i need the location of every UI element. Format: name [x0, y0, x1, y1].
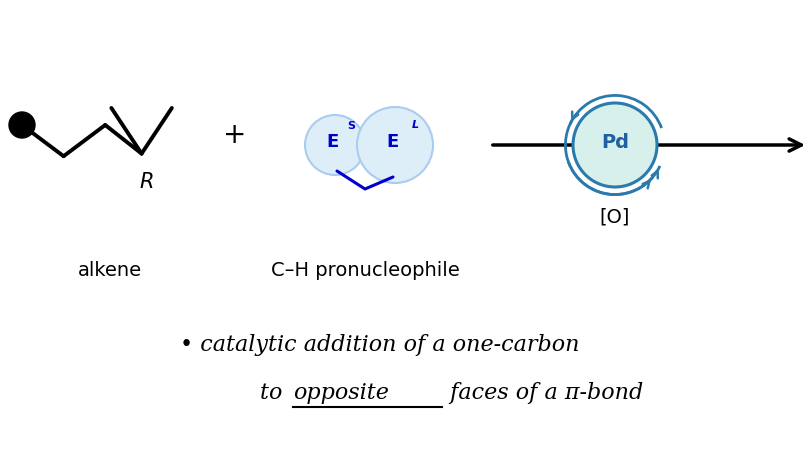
Circle shape: [9, 112, 35, 138]
Text: +: +: [223, 121, 246, 149]
Text: C–H pronucleophile: C–H pronucleophile: [271, 261, 460, 279]
Text: • catalytic addition of a one-carbon: • catalytic addition of a one-carbon: [180, 334, 579, 356]
Circle shape: [305, 115, 365, 175]
Text: to: to: [260, 382, 289, 404]
Text: Pd: Pd: [601, 133, 629, 152]
Text: L: L: [411, 120, 419, 130]
Text: faces of a π-bond: faces of a π-bond: [443, 382, 643, 404]
Circle shape: [573, 103, 657, 187]
Circle shape: [357, 107, 433, 183]
Text: alkene: alkene: [78, 261, 142, 279]
Text: S: S: [347, 121, 355, 131]
Text: E: E: [326, 133, 338, 151]
Text: [O]: [O]: [600, 207, 630, 227]
Text: R: R: [139, 172, 154, 192]
Text: E: E: [386, 133, 398, 151]
Text: opposite: opposite: [293, 382, 389, 404]
